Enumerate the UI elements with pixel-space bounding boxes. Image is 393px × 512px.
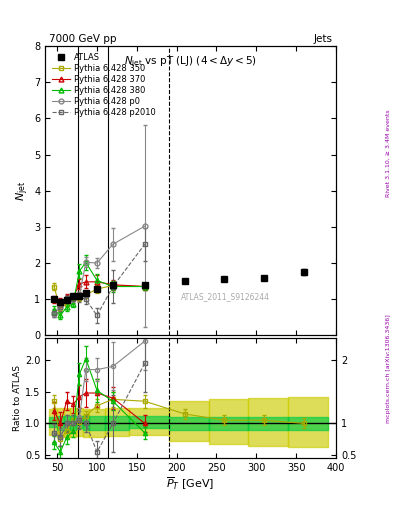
Y-axis label: $N_{\rm jet}$: $N_{\rm jet}$ xyxy=(15,181,31,201)
Text: ATLAS_2011_S9126244: ATLAS_2011_S9126244 xyxy=(181,292,270,301)
Text: 7000 GeV pp: 7000 GeV pp xyxy=(49,33,117,44)
Y-axis label: Ratio to ATLAS: Ratio to ATLAS xyxy=(13,365,22,431)
Text: Rivet 3.1.10, ≥ 3.4M events: Rivet 3.1.10, ≥ 3.4M events xyxy=(386,110,391,198)
Text: mcplots.cern.ch [arXiv:1306.3436]: mcplots.cern.ch [arXiv:1306.3436] xyxy=(386,314,391,423)
X-axis label: $\overline{P}_T$ [GeV]: $\overline{P}_T$ [GeV] xyxy=(167,476,215,493)
Text: $N_{\rm jet}$ vs pT (LJ) $(4 < \Delta y < 5)$: $N_{\rm jet}$ vs pT (LJ) $(4 < \Delta y … xyxy=(124,55,257,69)
Legend: ATLAS, Pythia 6.428 350, Pythia 6.428 370, Pythia 6.428 380, Pythia 6.428 p0, Py: ATLAS, Pythia 6.428 350, Pythia 6.428 37… xyxy=(50,50,158,120)
Text: Jets: Jets xyxy=(313,33,332,44)
